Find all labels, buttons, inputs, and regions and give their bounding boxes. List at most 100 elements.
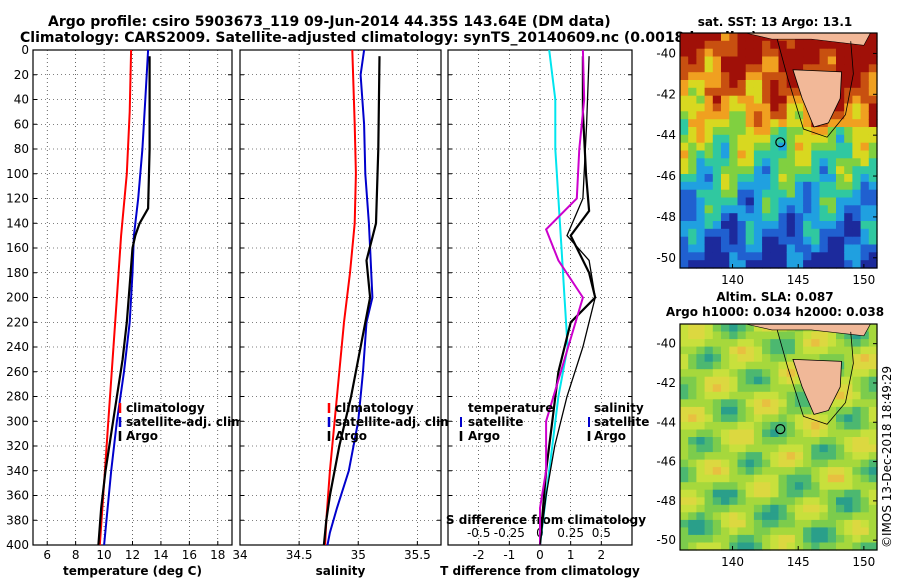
- sst-map-cell: [704, 95, 714, 105]
- sst-map-cell: [762, 189, 771, 199]
- sla-map-frame: [679, 323, 878, 551]
- sla-map-cell: [712, 467, 722, 476]
- sst-map-cell: [712, 244, 722, 253]
- sst-map-cell: [836, 221, 845, 230]
- sla-map-cell: [729, 459, 739, 468]
- sst-map-cell: [778, 95, 788, 105]
- sla-map-cell: [778, 497, 788, 506]
- sst-map-cell: [712, 150, 722, 159]
- sla-map-cell: [868, 429, 878, 438]
- sst-map-cell: [852, 181, 862, 191]
- sst-map-cell: [868, 64, 878, 73]
- sst-map-cell: [696, 119, 706, 128]
- sst-lon-label: 140: [721, 273, 744, 287]
- sst-map-cell: [770, 134, 780, 144]
- sla-map-cell: [737, 512, 747, 521]
- sst-map-cell: [778, 189, 788, 199]
- sla-map-cell: [794, 512, 804, 521]
- sst-map-cell: [844, 228, 853, 238]
- sst-map-cell: [836, 142, 845, 152]
- sla-map-cell: [770, 497, 780, 506]
- sla-map-cell: [696, 414, 706, 423]
- sla-map-cell: [729, 354, 739, 363]
- sla-map-cell: [811, 482, 821, 491]
- sst-map-cell: [721, 48, 730, 58]
- sst-map-cell: [860, 189, 870, 199]
- sla-map-cell: [680, 519, 689, 528]
- sla-map-cell: [770, 527, 780, 536]
- sla-map-cell: [753, 429, 763, 438]
- sla-map-cell: [786, 331, 796, 340]
- sst-map-cell: [819, 228, 829, 238]
- sst-map-cell: [745, 142, 755, 152]
- sla-map-cell: [860, 361, 870, 370]
- sst-map-cell: [729, 33, 739, 42]
- sla-map-cell: [786, 497, 796, 506]
- sst-map-cell: [852, 189, 862, 199]
- sst-map-cell: [819, 260, 829, 269]
- sla-map-cell: [786, 361, 796, 370]
- sst-map-cell: [836, 181, 845, 191]
- sla-map-cell: [844, 369, 853, 378]
- sla-map-cell: [827, 459, 837, 468]
- sst-map-cell: [721, 221, 730, 230]
- sla-map-cell: [786, 384, 796, 393]
- sst-map-cell: [794, 166, 804, 175]
- sla-map-cell: [721, 504, 730, 513]
- sla-map-cell: [819, 534, 829, 543]
- sla-map-cell: [680, 361, 689, 370]
- sst-map-cell: [762, 221, 771, 230]
- sst-map-cell: [729, 150, 739, 159]
- sla-map-cell: [753, 497, 763, 506]
- sst-map-cell: [753, 111, 763, 120]
- sst-map-cell: [860, 111, 870, 120]
- sla-map-cell: [852, 459, 862, 468]
- sla-map-cell: [778, 354, 788, 363]
- sla-map-cell: [827, 519, 837, 528]
- sst-map-cell: [803, 166, 812, 175]
- sla-map-cell: [836, 482, 845, 491]
- sla-map-cell: [852, 429, 862, 438]
- sla-map-cell: [852, 399, 862, 408]
- sla-map-cell: [852, 354, 862, 363]
- sla-map-cell: [852, 444, 862, 453]
- sst-map-cell: [852, 150, 862, 159]
- sla-map-cell: [786, 369, 796, 378]
- sst-map-cell: [737, 189, 747, 199]
- sla-map-cell: [860, 519, 870, 528]
- sla-map-cell: [745, 369, 755, 378]
- sla-map-cell: [729, 421, 739, 430]
- sla-map-cell: [753, 519, 763, 528]
- sst-map-cell: [778, 252, 788, 261]
- sla-map-cell: [868, 474, 878, 483]
- sst-map-cell: [778, 236, 788, 246]
- sla-map-cell: [704, 391, 714, 400]
- sst-map-cell: [803, 142, 812, 152]
- sla-map-cell: [753, 414, 763, 423]
- sla-map-cell: [762, 414, 771, 423]
- sst-map-cell: [745, 244, 755, 253]
- sst-map-cell: [729, 72, 739, 81]
- sst-map-cell: [786, 142, 796, 152]
- sst-map-cell: [770, 56, 780, 65]
- sla-map-cell: [770, 361, 780, 370]
- sst-map-cell: [762, 166, 771, 175]
- sst-map-cell: [860, 134, 870, 144]
- sst-map-cell: [712, 213, 722, 222]
- sst-map-cell: [712, 87, 722, 97]
- sst-map-cell: [737, 221, 747, 230]
- sla-map-cell: [696, 482, 706, 491]
- sla-map-cell: [778, 339, 788, 348]
- sla-map-cell: [753, 489, 763, 498]
- sst-map-cell: [860, 127, 870, 136]
- sla-map-cell: [753, 467, 763, 476]
- sla-map-cell: [762, 542, 771, 551]
- sla-map-cell: [712, 444, 722, 453]
- sst-map-cell: [753, 87, 763, 97]
- sst-map-cell: [819, 56, 829, 65]
- sst-map-cell: [786, 56, 796, 65]
- sst-map-cell: [811, 150, 821, 159]
- sst-map-cell: [868, 127, 878, 136]
- sla-map-cell: [696, 406, 706, 415]
- diff-s-tick-label: 0.5: [592, 526, 611, 540]
